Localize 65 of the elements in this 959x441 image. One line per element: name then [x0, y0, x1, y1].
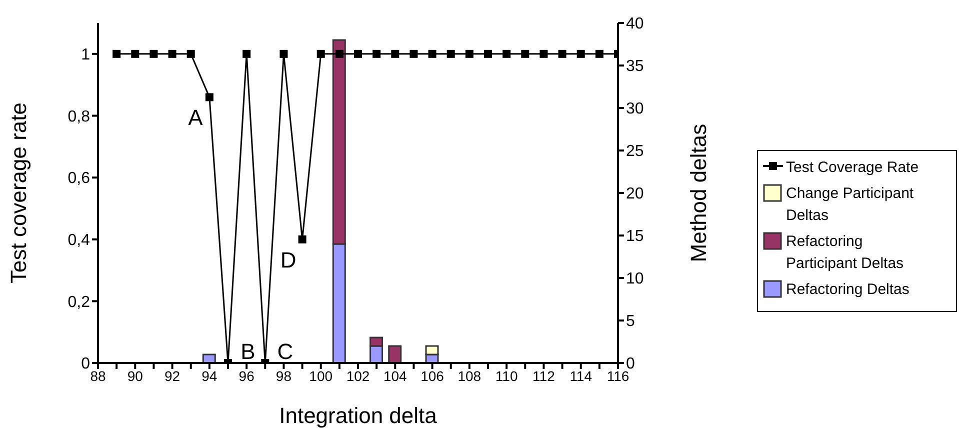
- point: [168, 50, 176, 58]
- y-tick-label: 0,4: [68, 232, 90, 250]
- x-tick-label: 104: [383, 368, 408, 384]
- x-axis-title: Integration delta: [279, 403, 438, 428]
- x-tick-label: 90: [127, 368, 144, 384]
- point: [335, 50, 344, 58]
- legend-label: Refactoring Participant Deltas: [786, 232, 905, 274]
- point: [354, 50, 362, 58]
- x-tick-label: 94: [202, 368, 218, 384]
- point: [428, 50, 436, 58]
- point: [446, 50, 455, 58]
- y2-tick-label: 40: [626, 16, 644, 33]
- annotation: B: [240, 339, 256, 364]
- x-tick-label: 108: [458, 368, 482, 384]
- annotation: A: [188, 105, 204, 130]
- y-tick-label: 1: [81, 46, 90, 64]
- point: [242, 50, 251, 58]
- x-tick-label: 100: [309, 368, 333, 384]
- y-tick-label: 0: [81, 356, 90, 373]
- y2-tick-label: 20: [626, 186, 644, 203]
- annotation: C: [277, 339, 294, 364]
- point: [205, 93, 214, 102]
- y-tick-label: 0,2: [68, 294, 90, 311]
- legend-label: Change Participant Deltas: [786, 184, 915, 226]
- point: [484, 50, 492, 58]
- y2-axis-title: Method deltas: [686, 124, 711, 262]
- point: [150, 50, 158, 58]
- point: [280, 50, 288, 58]
- annotation: D: [280, 247, 296, 272]
- point: [576, 50, 585, 58]
- x-tick-label: 110: [495, 368, 518, 384]
- y-tick-label: 0,8: [68, 108, 90, 126]
- point: [131, 50, 140, 58]
- point: [558, 50, 566, 58]
- x-tick-label: 92: [164, 368, 180, 384]
- y2-tick-label: 15: [626, 228, 644, 246]
- y2-tick-label: 5: [626, 313, 635, 330]
- x-tick-label: 102: [346, 368, 370, 384]
- x-tick-label: 106: [420, 368, 444, 384]
- y2-tick-label: 35: [626, 58, 644, 76]
- legend-label: Test Coverage Rate: [786, 158, 920, 178]
- x-tick-label: 88: [90, 368, 106, 384]
- point: [410, 50, 418, 58]
- y-tick-label: 0,6: [68, 170, 90, 188]
- y2-tick-label: 25: [626, 143, 644, 160]
- point: [298, 235, 306, 244]
- point: [372, 50, 381, 58]
- x-tick-label: 96: [238, 368, 255, 384]
- point: [186, 50, 195, 58]
- y2-tick-label: 10: [626, 270, 644, 288]
- x-tick-label: 114: [570, 368, 592, 384]
- point: [595, 50, 604, 58]
- y2-tick-label: 30: [626, 100, 644, 118]
- point: [502, 50, 511, 58]
- point: [112, 50, 121, 58]
- x-tick-label: 98: [276, 368, 292, 384]
- point: [521, 50, 530, 58]
- bar: [388, 345, 402, 363]
- point: [391, 50, 400, 58]
- x-tick-label: 112: [532, 368, 556, 384]
- point: [540, 50, 548, 58]
- point: [316, 50, 325, 58]
- legend-label: Refactoring Deltas: [786, 280, 910, 300]
- y-axis-title: Test coverage rate: [6, 102, 31, 284]
- point: [465, 50, 474, 58]
